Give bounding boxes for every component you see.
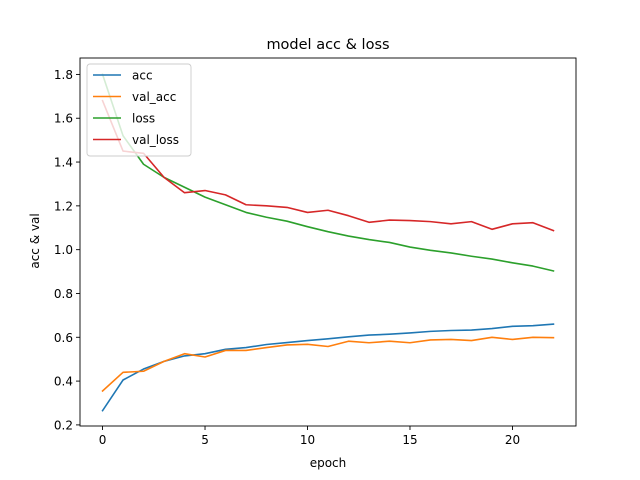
series-line-val-loss xyxy=(101,99,555,232)
x-tick-label: 10 xyxy=(300,433,315,447)
series-line-val-acc xyxy=(101,336,555,393)
x-tick-label: 20 xyxy=(505,433,520,447)
y-tick-label: 1.2 xyxy=(54,199,73,213)
y-tick-label: 1.6 xyxy=(54,112,73,126)
plot-frame xyxy=(79,57,577,427)
y-tick-label: 1.4 xyxy=(54,156,73,170)
legend-box xyxy=(86,63,192,157)
y-tick-label: 0.2 xyxy=(54,418,73,432)
legend-label-val-acc: val_acc xyxy=(132,90,176,104)
chart-title: model acc & loss xyxy=(266,37,389,53)
y-axis-label: acc & val xyxy=(28,213,42,268)
series-line-acc xyxy=(101,323,555,412)
legend-label-val-loss: val_loss xyxy=(132,133,179,147)
legend-label-acc: acc xyxy=(132,69,153,83)
x-tick-label: 15 xyxy=(402,433,417,447)
y-tick-label: 0.6 xyxy=(54,331,73,345)
y-tick-label: 0.4 xyxy=(54,375,73,389)
series-line-loss xyxy=(101,73,555,272)
y-tick-label: 1.0 xyxy=(54,243,73,257)
x-axis-label: epoch xyxy=(310,456,347,470)
y-tick-label: 0.8 xyxy=(54,287,73,301)
legend-label-loss: loss xyxy=(132,112,155,126)
x-tick-label: 5 xyxy=(201,433,209,447)
x-tick-label: 0 xyxy=(99,433,107,447)
y-tick-label: 1.8 xyxy=(54,68,73,82)
